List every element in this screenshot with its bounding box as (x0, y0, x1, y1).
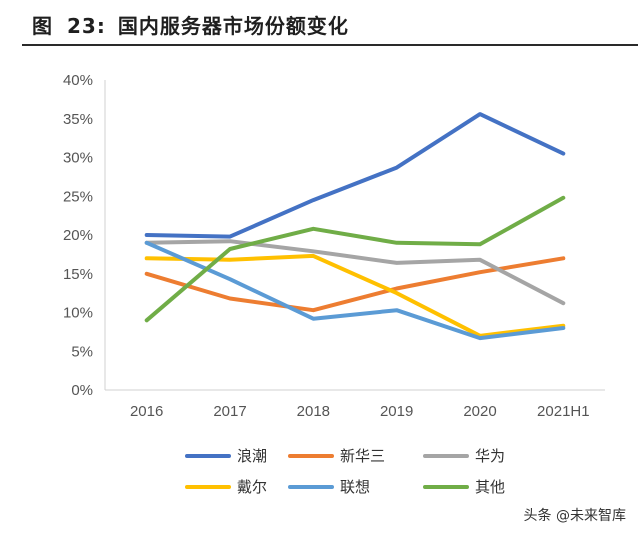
y-tick-label: 40% (63, 72, 93, 89)
x-tick-label: 2021H1 (537, 403, 590, 420)
x-tick-label: 2018 (297, 403, 330, 420)
figure-title-text: 国内服务器市场份额变化 (117, 14, 349, 38)
y-tick-label: 30% (63, 150, 93, 167)
x-tick-label: 2017 (213, 403, 246, 420)
y-tick-label: 0% (71, 382, 93, 399)
series-line-1 (144, 112, 566, 239)
series-line-6 (144, 195, 566, 323)
legend-label: 戴尔 (237, 478, 267, 496)
x-tick-label: 2016 (130, 403, 163, 420)
legend-label: 华为 (475, 447, 505, 465)
series-line-3 (144, 239, 566, 306)
legend-label: 其他 (475, 478, 505, 496)
watermark: 头条 @未来智库 (523, 508, 626, 524)
y-tick-label: 25% (63, 188, 93, 205)
series-line-5 (144, 240, 566, 341)
legend-label: 新华三 (340, 447, 385, 465)
figure-label: 图 (32, 14, 53, 38)
y-tick-label: 15% (63, 266, 93, 283)
legend-label: 联想 (340, 478, 370, 496)
y-tick-label: 10% (63, 305, 93, 322)
x-tick-label: 2019 (380, 403, 413, 420)
y-tick-label: 35% (63, 111, 93, 128)
title-divider (22, 44, 638, 46)
series-line-2 (144, 256, 566, 313)
legend-label: 浪潮 (237, 447, 267, 465)
figure-title: 图 23: 国内服务器市场份额变化 (32, 10, 349, 39)
figure-number: 23: (67, 14, 106, 38)
y-tick-label: 20% (63, 227, 93, 244)
y-tick-label: 5% (71, 343, 93, 360)
x-tick-label: 2020 (463, 403, 496, 420)
